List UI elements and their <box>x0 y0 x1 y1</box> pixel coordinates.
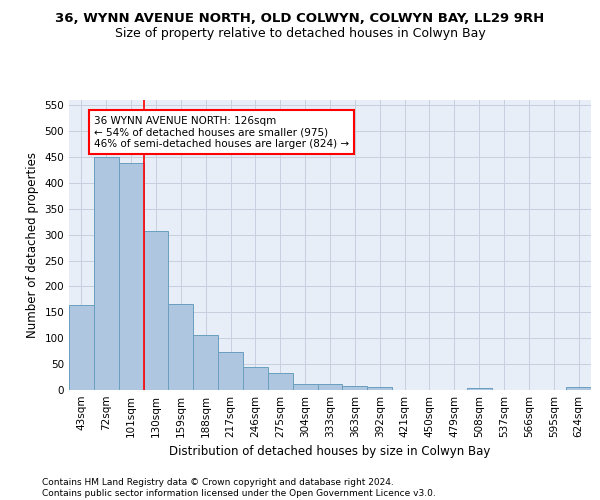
Bar <box>317 384 343 390</box>
X-axis label: Distribution of detached houses by size in Colwyn Bay: Distribution of detached houses by size … <box>169 446 491 458</box>
Bar <box>218 352 243 390</box>
Text: 36 WYNN AVENUE NORTH: 126sqm
← 54% of detached houses are smaller (975)
46% of s: 36 WYNN AVENUE NORTH: 126sqm ← 54% of de… <box>94 116 349 148</box>
Y-axis label: Number of detached properties: Number of detached properties <box>26 152 39 338</box>
Bar <box>268 373 293 390</box>
Bar <box>143 231 169 390</box>
Bar <box>94 157 119 390</box>
Bar <box>467 388 491 390</box>
Bar <box>119 163 143 390</box>
Bar <box>566 388 591 390</box>
Text: 36, WYNN AVENUE NORTH, OLD COLWYN, COLWYN BAY, LL29 9RH: 36, WYNN AVENUE NORTH, OLD COLWYN, COLWY… <box>55 12 545 26</box>
Text: Size of property relative to detached houses in Colwyn Bay: Size of property relative to detached ho… <box>115 28 485 40</box>
Bar <box>169 304 193 390</box>
Bar <box>243 366 268 390</box>
Text: Contains HM Land Registry data © Crown copyright and database right 2024.
Contai: Contains HM Land Registry data © Crown c… <box>42 478 436 498</box>
Bar <box>293 384 317 390</box>
Bar <box>367 388 392 390</box>
Bar <box>343 386 367 390</box>
Bar <box>69 305 94 390</box>
Bar <box>193 335 218 390</box>
